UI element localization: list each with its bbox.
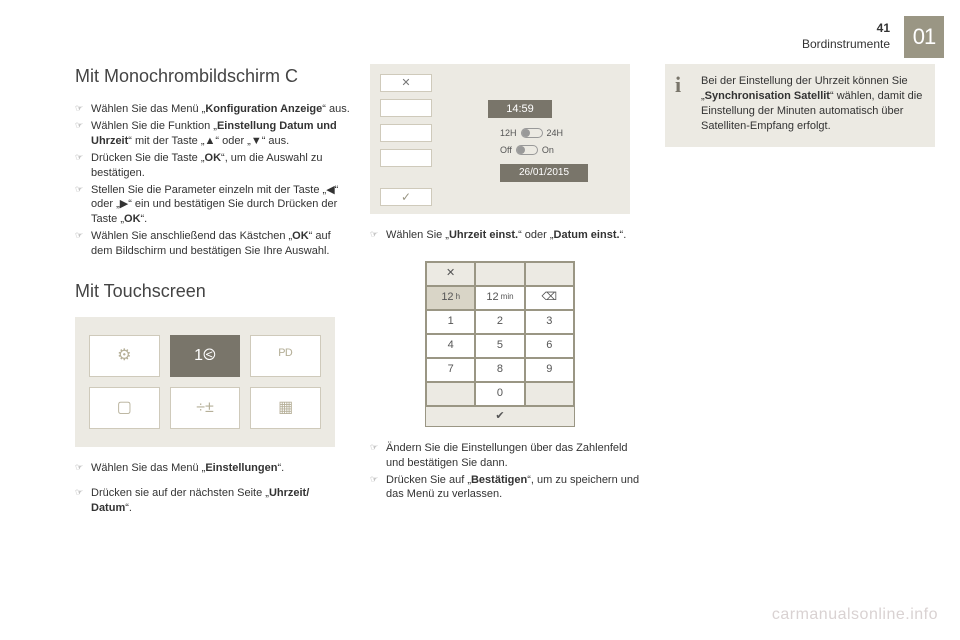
chapter-tab: 01 (904, 16, 944, 58)
instruction-list-timedate: Drücken sie auf der nächsten Seite „Uhrz… (75, 486, 350, 516)
blank-row (380, 99, 432, 117)
switch-icon (521, 128, 543, 138)
backspace-icon: ⌫ (525, 286, 574, 310)
tile-screen-icon: ▢ (89, 387, 160, 429)
column-right: i Bei der Einstellung der Uhrzeit können… (665, 64, 935, 147)
heading-mono: Mit Monochrombildschirm C (75, 64, 350, 88)
key-6: 6 (525, 334, 574, 358)
key-2: 2 (475, 310, 524, 334)
key-8: 8 (475, 358, 524, 382)
tile-language-icon: ᴾᴰ (250, 335, 321, 377)
toggle-12-24: 12H 24H (500, 127, 563, 139)
confirm-icon: ✔ (426, 406, 574, 426)
minute-field: 12min (475, 286, 524, 310)
list-item: Wählen Sie anschließend das Kästchen „OK… (75, 229, 350, 259)
heading-touch: Mit Touchscreen (75, 279, 350, 303)
tile-calc-icon: ÷± (170, 387, 241, 429)
keypad-illustration: ✕ 12h 12min ⌫ 1 2 3 4 5 6 7 8 9 0 ✔ (425, 261, 575, 427)
label-24h: 24H (547, 127, 564, 139)
instruction-list-select: Wählen Sie „Uhrzeit einst.“ oder „Datum … (370, 228, 645, 243)
column-middle: ✕ 14:59 12H 24H Off On 26/01/2015 ✓ Wähl… (370, 64, 645, 512)
list-item: Wählen Sie die Funktion „Einstellung Dat… (75, 119, 350, 149)
label-12h: 12H (500, 127, 517, 139)
list-item: Wählen Sie „Uhrzeit einst.“ oder „Datum … (370, 228, 645, 243)
list-item: Drücken Sie die Taste „OK“, um die Auswa… (75, 151, 350, 181)
instruction-list-mono: Wählen Sie das Menü „Konfiguration Anzei… (75, 102, 350, 258)
label-on: On (542, 144, 554, 156)
list-item: Wählen Sie das Menü „Einstellungen“. (75, 461, 350, 476)
page-header: 41 Bordinstrumente (802, 20, 890, 52)
info-icon: i (675, 70, 681, 100)
blank (475, 262, 524, 286)
close-icon: ✕ (426, 262, 475, 286)
blank (525, 262, 574, 286)
toggle-off-on: Off On (500, 144, 554, 156)
instruction-list-settings: Wählen Sie das Menü „Einstellungen“. (75, 461, 350, 476)
list-item: Stellen Sie die Parameter einzeln mit de… (75, 183, 350, 228)
check-icon: ✓ (380, 188, 432, 206)
list-item: Drücken Sie auf „Bestätigen“, um zu spei… (370, 473, 645, 503)
key-0: 0 (475, 382, 524, 406)
key-1: 1 (426, 310, 475, 334)
key-5: 5 (475, 334, 524, 358)
touchscreen-menu-illustration: ⚙ 1⧀ ᴾᴰ ▢ ÷± ▦ (75, 317, 335, 447)
tile-settings-icon: ⚙ (89, 335, 160, 377)
key-7: 7 (426, 358, 475, 382)
time-display: 14:59 (488, 100, 552, 118)
screen-left-buttons: ✕ (380, 74, 432, 167)
watermark: carmanualsonline.info (772, 604, 938, 626)
info-box: i Bei der Einstellung der Uhrzeit können… (665, 64, 935, 147)
blank (525, 382, 574, 406)
info-text: Bei der Einstellung der Uhrzeit können S… (701, 75, 922, 132)
blank-row (380, 149, 432, 167)
blank (426, 382, 475, 406)
column-left: Mit Monochrombildschirm C Wählen Sie das… (75, 64, 350, 526)
section-name: Bordinstrumente (802, 36, 890, 52)
page-number: 41 (802, 20, 890, 36)
switch-icon (516, 145, 538, 155)
tile-clock-icon: 1⧀ (170, 335, 241, 377)
close-icon: ✕ (380, 74, 432, 92)
key-3: 3 (525, 310, 574, 334)
blank-row (380, 124, 432, 142)
key-4: 4 (426, 334, 475, 358)
list-item: Wählen Sie das Menü „Konfiguration Anzei… (75, 102, 350, 117)
key-9: 9 (525, 358, 574, 382)
hour-field: 12h (426, 286, 475, 310)
tile-calendar-icon: ▦ (250, 387, 321, 429)
label-off: Off (500, 144, 512, 156)
list-item: Drücken sie auf der nächsten Seite „Uhrz… (75, 486, 350, 516)
instruction-list-confirm: Ändern Sie die Einstellungen über das Za… (370, 441, 645, 502)
time-date-screen-illustration: ✕ 14:59 12H 24H Off On 26/01/2015 ✓ (370, 64, 630, 214)
list-item: Ändern Sie die Einstellungen über das Za… (370, 441, 645, 471)
date-display: 26/01/2015 (500, 164, 588, 182)
